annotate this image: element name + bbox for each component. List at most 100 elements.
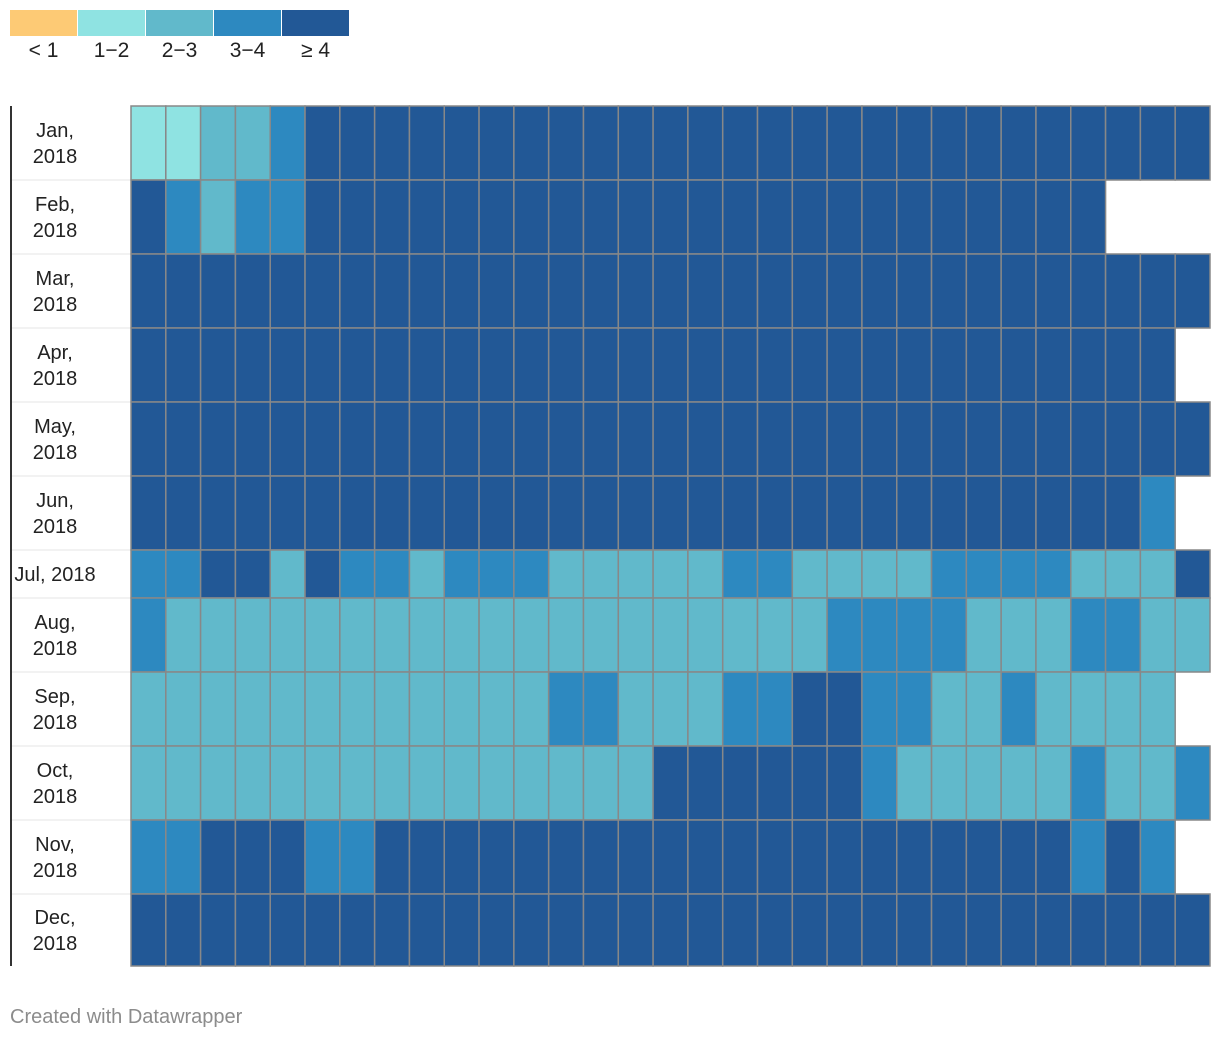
heatmap-cell xyxy=(339,893,376,967)
heatmap-cell xyxy=(304,327,341,403)
legend-swatch xyxy=(10,10,77,36)
heatmap-cell xyxy=(373,179,411,255)
heatmap-cell xyxy=(617,401,654,477)
heatmap-cell xyxy=(965,819,1002,895)
heatmap-cell xyxy=(269,745,306,821)
heatmap-cell xyxy=(199,671,237,747)
heatmap-cell xyxy=(930,549,968,599)
heatmap-cell xyxy=(756,597,794,673)
heatmap-cell xyxy=(826,327,863,403)
row-label-line: 2018 xyxy=(33,442,78,464)
heatmap-cell xyxy=(373,327,411,403)
heatmap-cell xyxy=(1035,253,1072,329)
heatmap-cell xyxy=(1000,253,1037,329)
heatmap-cell xyxy=(304,671,341,747)
heatmap-cell xyxy=(234,671,271,747)
heatmap-cell xyxy=(547,179,585,255)
heatmap-cell xyxy=(826,475,863,551)
heatmap-cell xyxy=(339,327,376,403)
heatmap-cell xyxy=(687,105,724,181)
heatmap-cell xyxy=(513,327,550,403)
heatmap-cell xyxy=(234,179,271,255)
heatmap-cell xyxy=(1139,597,1176,673)
heatmap-cell xyxy=(1035,893,1072,967)
heatmap-cell xyxy=(373,671,411,747)
heatmap-cell xyxy=(617,819,654,895)
heatmap-cell xyxy=(1000,671,1037,747)
row-label-line: Dec, xyxy=(34,907,75,929)
heatmap-cell xyxy=(721,745,759,821)
row-label-line: 2018 xyxy=(33,638,78,660)
heatmap-cell xyxy=(895,401,933,477)
heatmap-cell xyxy=(687,597,724,673)
heatmap-cell xyxy=(687,253,724,329)
row-label: Dec, 2018 xyxy=(33,907,78,955)
heatmap-cell xyxy=(234,893,271,967)
heatmap-cell xyxy=(408,671,446,747)
legend-swatch xyxy=(146,10,213,36)
heatmap-cell xyxy=(304,549,341,599)
row-label: May, 2018 xyxy=(33,416,78,464)
footer-credit: Created with Datawrapper xyxy=(10,1006,243,1028)
heatmap-cell xyxy=(165,893,202,967)
heatmap-cell xyxy=(199,179,237,255)
heatmap-cell xyxy=(582,105,620,181)
heatmap-cell xyxy=(373,401,411,477)
heatmap-cell xyxy=(930,327,968,403)
heatmap-cell xyxy=(513,745,550,821)
heatmap-cell xyxy=(756,401,794,477)
heatmap-cell xyxy=(1035,401,1072,477)
heatmap-cell xyxy=(478,401,515,477)
heatmap-cell xyxy=(1139,671,1176,747)
heatmap-cell xyxy=(513,179,550,255)
heatmap-cell xyxy=(373,105,411,181)
heatmap-cell xyxy=(1104,105,1142,181)
heatmap-cell xyxy=(130,745,167,821)
heatmap-cell xyxy=(1174,745,1211,821)
heatmap-cell xyxy=(443,401,480,477)
heatmap-cell xyxy=(687,819,724,895)
heatmap-cell xyxy=(895,819,933,895)
heatmap-cell xyxy=(269,671,306,747)
row-label: Nov, 2018 xyxy=(33,834,78,882)
heatmap-cell xyxy=(652,475,689,551)
legend-item: 1−2 xyxy=(78,10,145,63)
heatmap-cell xyxy=(582,179,620,255)
heatmap-cell xyxy=(652,597,689,673)
heatmap-cell xyxy=(756,475,794,551)
heatmap-cell xyxy=(895,105,933,181)
heatmap-cell xyxy=(652,105,689,181)
heatmap-cell xyxy=(165,179,202,255)
heatmap-cell xyxy=(861,549,898,599)
legend-item: 2−3 xyxy=(146,10,213,63)
heatmap-cell xyxy=(269,253,306,329)
heatmap-cell xyxy=(1035,745,1072,821)
heatmap-cell xyxy=(408,253,446,329)
heatmap-cell xyxy=(721,401,759,477)
heatmap-cell xyxy=(443,475,480,551)
heatmap-cell xyxy=(652,327,689,403)
heatmap-cell xyxy=(1139,105,1176,181)
heatmap-cell xyxy=(965,105,1002,181)
heatmap-cell xyxy=(965,549,1002,599)
heatmap-cell xyxy=(478,671,515,747)
heatmap-cell xyxy=(930,401,968,477)
heatmap-cell xyxy=(617,745,654,821)
heatmap-cell xyxy=(861,893,898,967)
heatmap-cell xyxy=(478,105,515,181)
heatmap-cell xyxy=(1035,597,1072,673)
heatmap-cell xyxy=(165,105,202,181)
heatmap-cell xyxy=(513,105,550,181)
heatmap-cell xyxy=(547,105,585,181)
legend-swatch xyxy=(78,10,145,36)
heatmap-cell xyxy=(582,893,620,967)
heatmap-cell xyxy=(269,327,306,403)
heatmap-cell xyxy=(826,671,863,747)
heatmap-cell xyxy=(1104,475,1142,551)
heatmap-cell xyxy=(721,549,759,599)
heatmap-cell xyxy=(373,745,411,821)
heatmap-cell xyxy=(234,549,271,599)
heatmap-cell xyxy=(1000,401,1037,477)
row-label-line: 2018 xyxy=(33,294,78,316)
heatmap-cell xyxy=(478,475,515,551)
